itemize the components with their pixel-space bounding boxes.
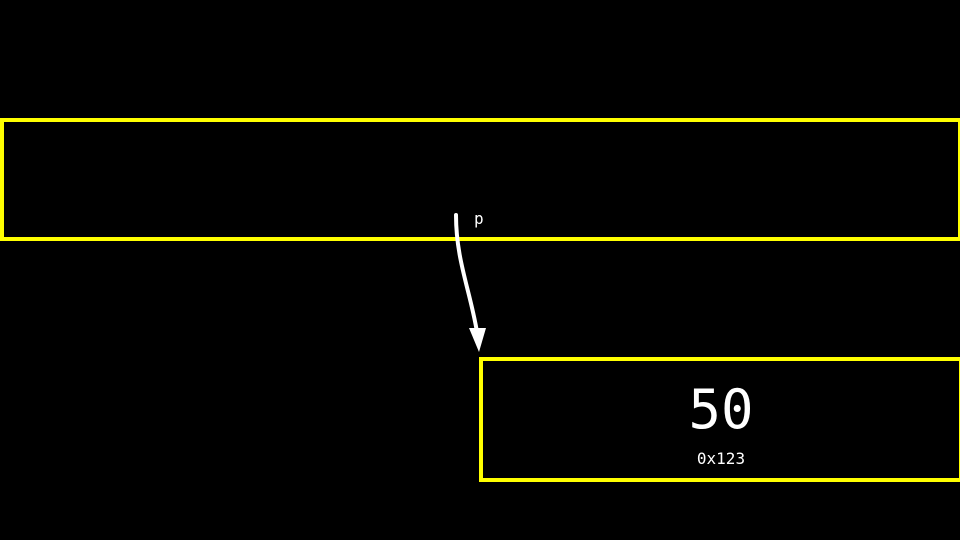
pointer-label: p xyxy=(474,209,484,228)
pointer-variable-box xyxy=(0,118,960,241)
memory-cell-value: 50 xyxy=(688,378,754,441)
arrow-head xyxy=(469,328,486,352)
memory-cell-address: 0x123 xyxy=(696,449,746,468)
